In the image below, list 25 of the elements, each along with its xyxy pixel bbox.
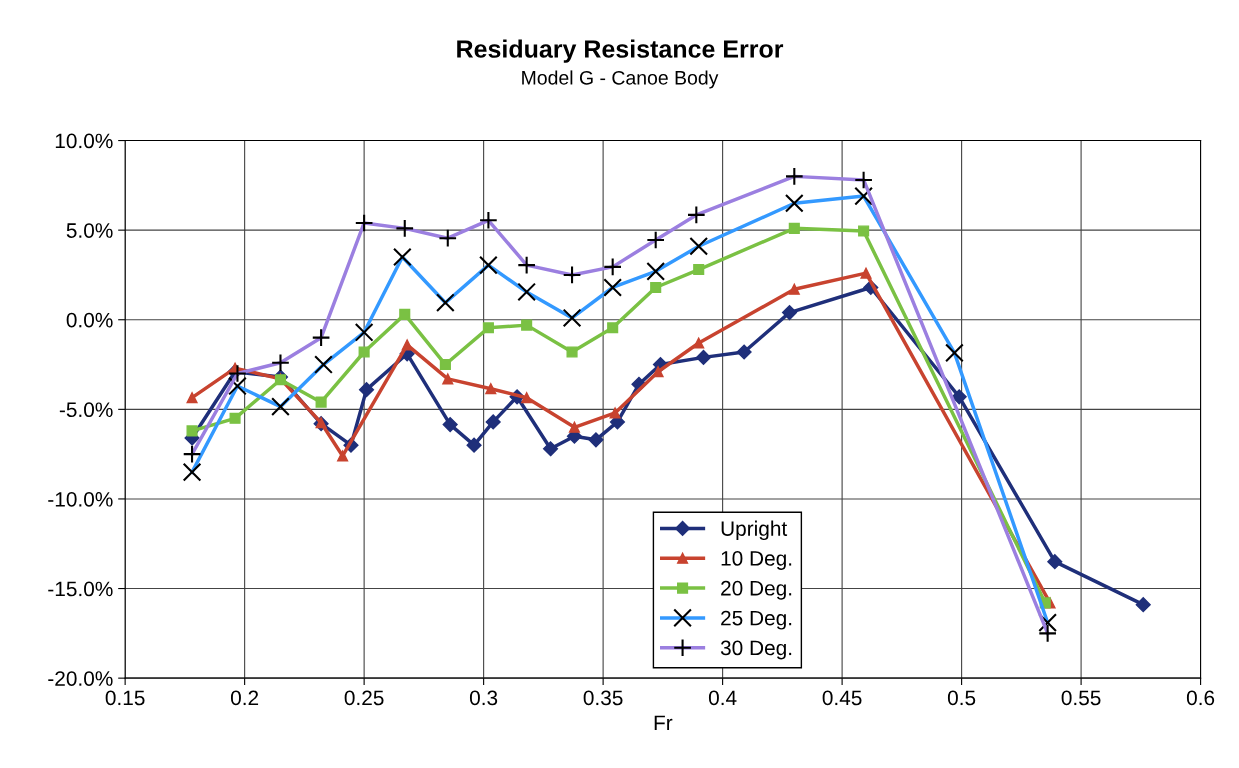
x-tick-label: 0.45 [822, 690, 862, 706]
x-tick-label: 0.3 [469, 690, 498, 706]
x-axis-title: Fr [654, 715, 673, 731]
legend-label: 20 Deg. [721, 580, 792, 600]
x-tick-label: 0.25 [344, 690, 384, 706]
chart-subtitle: Model G - Canoe Body [522, 70, 719, 89]
chart-title: Residuary Resistance Error [457, 39, 784, 63]
y-tick-label: -10.0% [48, 491, 113, 507]
y-tick-label: -20.0% [48, 671, 113, 686]
x-tick-label: 0.35 [583, 690, 623, 706]
x-tick-label: 0.4 [708, 690, 737, 706]
legend-label: Upright [721, 520, 788, 541]
x-tick-label: 0.6 [1186, 690, 1215, 706]
y-tick-label: -5.0% [59, 402, 113, 418]
y-tick-label: 0.0% [66, 312, 113, 328]
y-tick-label: -15.0% [48, 581, 113, 597]
x-tick-label: 0.15 [105, 690, 145, 706]
legend-label: 30 Deg. [720, 640, 792, 660]
legend-label: 10 Deg. [721, 551, 792, 570]
x-tick-label: 0.55 [1061, 690, 1101, 706]
x-tick-label: 0.2 [230, 690, 259, 706]
x-tick-label: 0.5 [947, 690, 976, 706]
y-tick-label: 5.0% [66, 223, 113, 238]
y-tick-label: 10.0% [55, 133, 113, 149]
legend-label: 25 Deg. [721, 610, 792, 630]
